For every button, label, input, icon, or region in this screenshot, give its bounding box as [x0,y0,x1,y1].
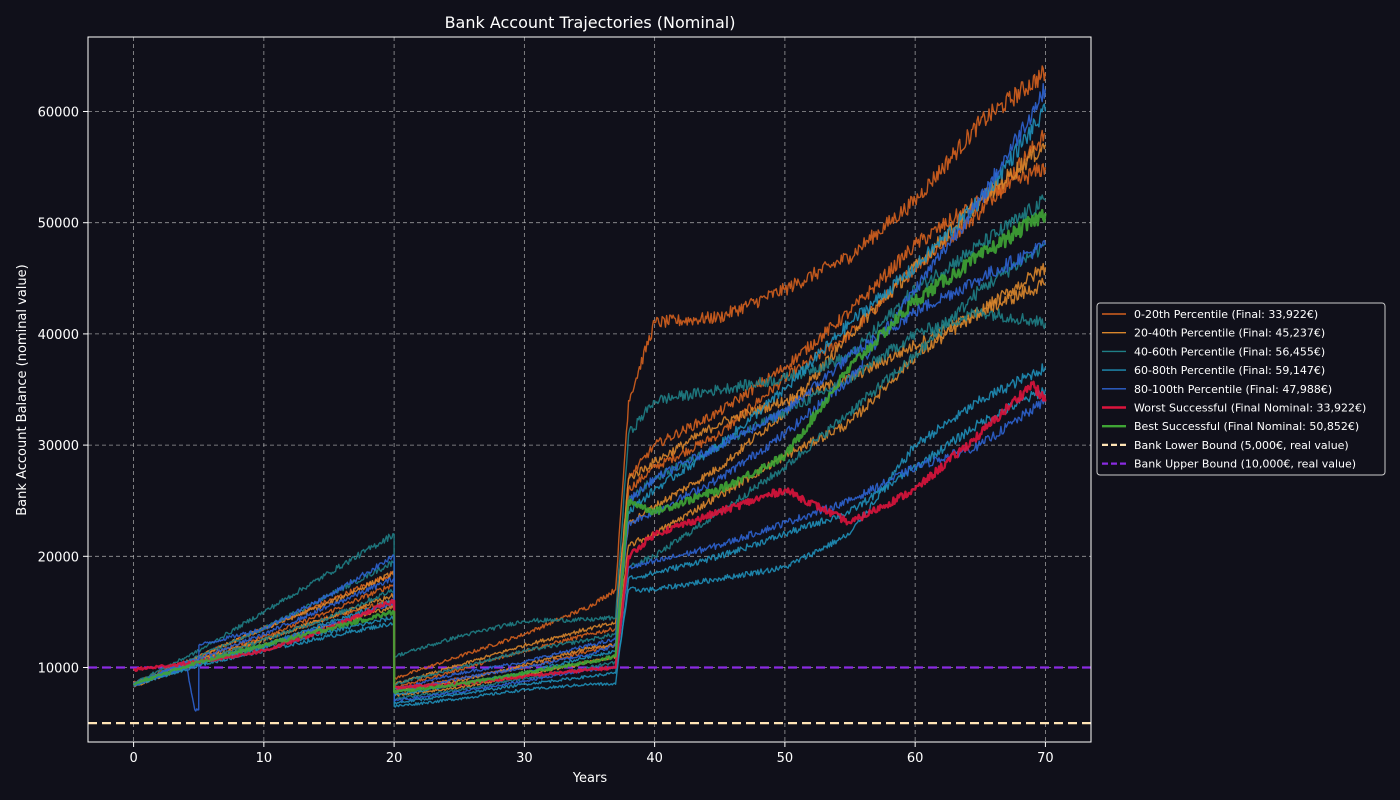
y-tick-label: 50000 [38,217,79,232]
legend-label: 60-80th Percentile (Final: 59,147€) [1134,364,1325,377]
x-tick-label: 20 [386,751,403,766]
y-tick-label: 30000 [38,439,79,454]
x-tick-label: 60 [907,751,924,766]
legend: 0-20th Percentile (Final: 33,922€) 20-40t… [1096,302,1386,476]
legend-label: Worst Successful (Final Nominal: 33,922€… [1134,402,1366,415]
series-line [133,239,1047,712]
x-tick-label: 10 [256,751,273,766]
plot-frame [87,36,1092,743]
series-line [133,243,1046,701]
x-tick-label: 40 [646,751,663,766]
legend-label: Bank Upper Bound (10,000€, real value) [1134,458,1356,471]
series-line [133,103,1047,697]
y-tick-label: 20000 [38,550,79,565]
series-line [133,208,1047,695]
y-axis-label: Bank Account Balance (nominal value) [15,264,30,515]
series-line [133,82,1047,693]
series-line [133,194,1046,684]
y-tick-label: 40000 [38,328,79,343]
legend-label: 40-60th Percentile (Final: 56,455€) [1134,345,1325,358]
x-tick-label: 70 [1037,751,1054,766]
series-lines [133,65,1047,712]
legend-label: Bank Lower Bound (5,000€, real value) [1134,439,1349,452]
legend-box [1096,302,1386,476]
x-axis: 0 10 20 30 40 50 60 70 [129,742,1054,766]
legend-label: 20-40th Percentile (Final: 45,237€) [1134,327,1325,340]
legend-label: Best Successful (Final Nominal: 50,852€) [1134,420,1359,433]
x-axis-label: Years [572,771,608,786]
legend-label: 80-100th Percentile (Final: 47,988€) [1134,383,1332,396]
y-axis: 10000 20000 30000 40000 50000 60000 [38,106,88,676]
y-tick-label: 10000 [38,661,79,676]
y-tick-label: 60000 [38,106,79,121]
series-line [133,277,1046,686]
series-line [133,387,1047,708]
legend-label: 0-20th Percentile (Final: 33,922€) [1134,308,1318,321]
x-tick-label: 50 [777,751,794,766]
x-tick-label: 0 [129,751,137,766]
chart-title: Bank Account Trajectories (Nominal) [445,13,736,32]
x-tick-label: 30 [516,751,533,766]
grid [88,37,1091,742]
series-line [133,162,1047,689]
